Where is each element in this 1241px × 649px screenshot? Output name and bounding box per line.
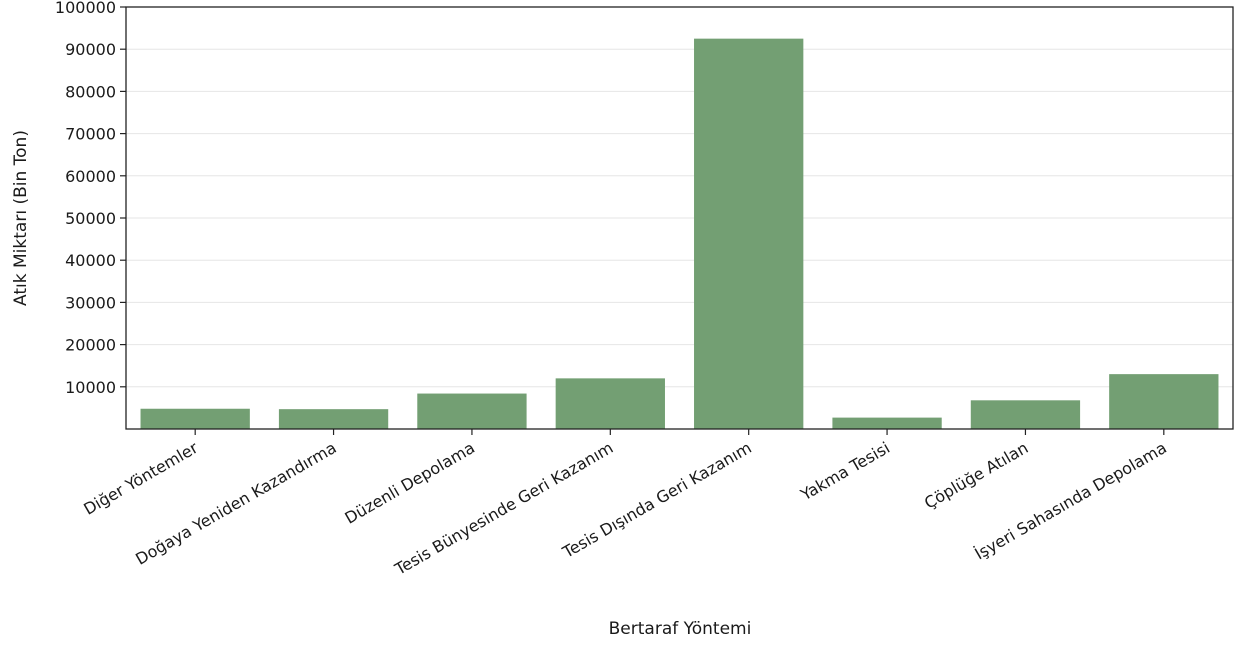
y-tick-label: 60000 (65, 167, 116, 186)
y-tick-label: 30000 (65, 293, 116, 312)
y-tick-label: 70000 (65, 125, 116, 144)
y-tick-label: 50000 (65, 209, 116, 228)
bar (555, 378, 665, 429)
grid-lines (126, 6, 1233, 388)
bar (694, 38, 804, 430)
bar (278, 409, 389, 429)
y-tick-label: 10000 (65, 378, 116, 397)
y-tick-label: 80000 (65, 82, 116, 101)
bar (1109, 374, 1219, 429)
bar (970, 400, 1081, 429)
bar (140, 408, 250, 429)
y-axis-label: Atık Miktarı (Bin Ton) (11, 130, 31, 306)
y-tick-label: 90000 (65, 40, 116, 59)
x-tick-label: Çöplüğe Atılan (921, 438, 1031, 513)
x-axis-label: Bertaraf Yöntemi (609, 619, 752, 639)
x-tick-label: Tesis Bünyesinde Geri Kazanım (391, 438, 617, 579)
x-tick-label: Düzenli Depolama (341, 438, 477, 528)
y-tick-label: 20000 (65, 336, 116, 355)
bar (417, 393, 527, 429)
bar (832, 417, 942, 429)
y-axis-ticks: 10000 20000 30000 40000 50000 60000 70000 80000… (55, 0, 126, 397)
x-tick-label: Diğer Yöntemler (80, 438, 201, 519)
x-tick-label: Yakma Tesisi (796, 438, 893, 505)
bars (140, 38, 1219, 430)
y-tick-label: 100000 (55, 0, 116, 17)
y-tick-label: 40000 (65, 251, 116, 270)
